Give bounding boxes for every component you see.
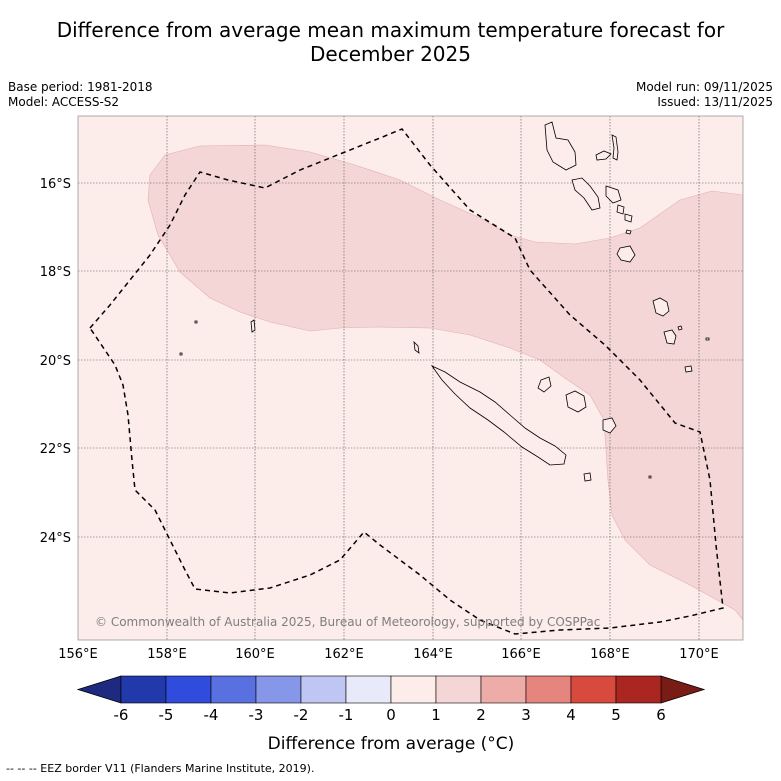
colorbar-tick-label: -5 [159,706,174,724]
colorbar-tick-label: -1 [339,706,354,724]
island-chesterfield-c [179,352,183,356]
lat-label-16: 16°S [40,177,71,192]
colorbar-tick-label: -6 [114,706,129,724]
copyright-notice: © Commonwealth of Australia 2025, Bureau… [95,615,600,629]
graticule [78,116,743,640]
island-epi [616,204,625,215]
lon-label-168: 168°E [590,647,630,662]
colorbar-label: Difference from average (°C) [268,734,515,754]
colorbar-tick-label: 3 [521,706,531,724]
island-maewo [611,134,619,161]
colorbar-bin [525,675,572,704]
island-chesterfield-b [194,320,198,324]
colorbar-bin [570,675,617,704]
lon-label-160: 160°E [235,647,275,662]
island-pentecost [605,185,622,204]
island-loyalty-tiga [602,417,617,434]
island-new-caledonia [430,365,567,466]
colorbar-bin [390,675,437,704]
colorbar-bin [255,675,302,704]
map-frame [77,115,744,641]
island-espiritu-santo [544,121,577,171]
colorbar-tick-label: 5 [611,706,621,724]
colorbar-tick-label: 2 [476,706,486,724]
colorbar-tick-label: -3 [249,706,264,724]
island-small-east [648,475,652,479]
land-outlines [179,121,710,482]
island-loyalty-mare [565,390,587,413]
island-belep [413,340,420,354]
lat-label-20: 20°S [40,354,71,369]
island-emae [625,229,632,235]
island-erromango [652,297,670,317]
meta-right: Model run: 09/11/2025 Issued: 13/11/2025 [636,80,773,110]
island-chesterfield-a [250,319,256,333]
lat-label-24: 24°S [40,531,71,546]
island-futuna [705,337,710,341]
title-line-1: Difference from average mean maximum tem… [56,18,725,42]
island-aneityum [684,365,693,373]
colorbar-over-extension [660,675,706,704]
colorbar-bin [345,675,392,704]
anomaly-region-1-to-2 [147,144,743,621]
island-efate [616,245,636,263]
lon-label-156: 156°E [58,647,98,662]
colorbar-tick-label: -4 [204,706,219,724]
lat-label-22: 22°S [40,442,71,457]
lon-label-162: 162°E [324,647,364,662]
eez-border [89,128,724,635]
latitude-labels: 16°S 18°S 20°S 22°S 24°S [40,177,71,546]
longitude-labels: 156°E 158°E 160°E 162°E 164°E 166°E 168°… [58,647,719,662]
eez-footnote: -- -- -- EEZ border V11 (Flanders Marine… [6,762,315,775]
colorbar-tick-label: 4 [566,706,576,724]
colorbar-tick-label: 1 [431,706,441,724]
lat-label-18: 18°S [40,265,71,280]
island-malekula [571,177,601,211]
island-ambae [595,150,612,161]
map-title: Difference from average mean maximum tem… [0,18,781,66]
colorbar-under-extension [76,675,122,704]
lon-label-164: 164°E [413,647,453,662]
lon-label-166: 166°E [501,647,541,662]
colorbar-tick-labels: -6 -5 -4 -3 -2 -1 0 1 2 3 4 5 6 [114,706,666,724]
island-tanna [663,329,677,345]
colorbar-tick-label: -2 [294,706,309,724]
colorbar-bin [165,675,212,704]
island-loyalty-lifou [537,376,552,393]
base-period: Base period: 1981-2018 [8,80,153,94]
issued-date: Issued: 13/11/2025 [657,95,773,109]
colorbar-bin [480,675,527,704]
island-aniwa [677,325,683,331]
meta-left: Base period: 1981-2018 Model: ACCESS-S2 [8,80,153,110]
colorbar-bin [435,675,482,704]
model-run: Model run: 09/11/2025 [635,80,773,94]
island-shepherd [624,213,633,223]
model-name: Model: ACCESS-S2 [8,95,120,109]
lon-label-158: 158°E [147,647,187,662]
colorbar-bin [210,675,257,704]
colorbar-tick-label: 6 [656,706,666,724]
colorbar-tick-label: 0 [386,706,396,724]
lon-label-170: 170°E [679,647,719,662]
colorbar-bin [120,675,167,704]
island-walpole [583,472,592,482]
colorbar [76,675,706,704]
colorbar-bin [300,675,347,704]
title-line-2: December 2025 [310,42,471,66]
colorbar-bin [615,675,662,704]
